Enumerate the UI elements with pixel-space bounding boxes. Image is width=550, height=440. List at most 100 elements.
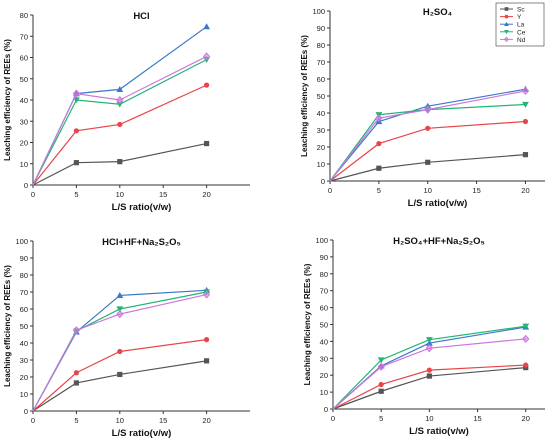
x-tick-label: 20 <box>521 186 529 195</box>
series-line-sc <box>32 142 207 186</box>
y-tick-label: 80 <box>320 270 328 279</box>
x-axis-label: L/S ratio(v/w) <box>409 426 469 437</box>
x-tick-label: 10 <box>425 414 433 423</box>
data-point-nd <box>202 290 211 299</box>
x-tick-label: 5 <box>377 186 381 195</box>
y-tick-label: 10 <box>20 390 28 399</box>
data-point-y <box>204 337 210 343</box>
y-tick-label: 50 <box>320 321 328 330</box>
series-line-nd <box>32 293 207 412</box>
y-tick-label: 40 <box>20 96 28 105</box>
data-point-nd <box>521 86 530 96</box>
y-tick-label: 40 <box>320 337 328 346</box>
data-point-nd <box>202 52 211 61</box>
y-tick-label: 20 <box>320 371 328 380</box>
y-axis-label: Leaching efficiency of REEs (%) <box>3 265 12 387</box>
y-tick-label: 90 <box>20 254 28 263</box>
data-point-sc <box>73 160 79 166</box>
panel-hcl: 0 10 20 30 40 50 60 70 80 0 5 10 15 20 HCl L/S ratio(v/… <box>3 11 250 213</box>
y-tick-label: 50 <box>20 75 28 84</box>
y-tick-label: 90 <box>317 24 325 33</box>
series-line-y <box>32 339 207 412</box>
series-line-nd <box>329 90 526 182</box>
x-tick-label: 20 <box>522 414 530 423</box>
x-tick-label: 5 <box>379 414 383 423</box>
x-tick-label: 15 <box>473 414 481 423</box>
chart-title: H₂SO₄ <box>423 7 453 18</box>
data-point-la <box>116 292 124 298</box>
y-tick-label: 70 <box>20 288 28 297</box>
y-tick-label: 70 <box>317 58 325 67</box>
data-point-ce <box>116 306 124 313</box>
data-point-ce <box>522 101 529 108</box>
data-point-y <box>73 370 79 376</box>
y-tick-label: 60 <box>20 305 28 314</box>
series-line-sc <box>332 366 526 410</box>
data-point-y <box>425 125 431 131</box>
data-point-sc <box>378 388 384 394</box>
y-tick-label: 20 <box>317 143 325 152</box>
panel-h2so4-hf-na2s2o5: 0 10 20 30 40 50 60 70 80 90 100 0 5 10 15 20 H₂SO₄+HF+N… <box>303 236 545 437</box>
x-tick-label: 0 <box>31 190 35 199</box>
data-point-sc <box>117 159 123 165</box>
panel-h2so4: 0 10 20 30 40 50 60 70 80 90 100 0 5 10 15 20 H₂SO₄ L/S r… <box>300 2 545 209</box>
x-tick-label: 0 <box>31 416 35 425</box>
data-point-sc <box>425 159 431 165</box>
data-point-nd <box>425 344 434 353</box>
y-tick-label: 20 <box>20 139 28 148</box>
data-point-la <box>203 23 210 30</box>
chart-title: H₂SO₄+HF+Na₂S₂O₅ <box>393 236 485 247</box>
series-line-y <box>32 84 207 186</box>
legend-marker-nd <box>503 36 510 43</box>
y-axis-label: Leaching efficiency of REEs (%) <box>3 39 12 161</box>
x-tick-label: 15 <box>159 190 167 199</box>
legend-label-nd: Nd <box>517 37 526 44</box>
series-line-nd <box>32 55 207 186</box>
legend-label-ce: Ce <box>517 29 526 36</box>
x-axis-label: L/S ratio(v/w) <box>112 202 172 213</box>
data-point-ce <box>425 337 433 344</box>
series-line-ce <box>332 325 526 410</box>
data-point-nd <box>375 113 383 123</box>
panel-hcl-hf-na2s2o5: 0 10 20 30 40 50 60 70 80 90 100 0 5 10 15 20 HCl+HF+Na₂… <box>3 237 250 439</box>
data-point-y <box>117 348 123 355</box>
data-point-nd <box>424 105 432 114</box>
data-point-y <box>376 141 382 147</box>
series-line-y <box>332 364 526 410</box>
legend-label-sc: Sc <box>517 7 525 14</box>
data-point-sc <box>204 140 210 147</box>
data-point-sc <box>117 371 123 378</box>
data-point-sc <box>73 380 79 386</box>
data-point-ce <box>377 357 385 364</box>
data-point-la <box>116 85 124 92</box>
y-tick-label: 0 <box>321 177 325 186</box>
legend-marker-la <box>504 21 509 27</box>
y-tick-label: 50 <box>317 92 325 101</box>
y-tick-label: 10 <box>317 160 325 169</box>
data-point-nd <box>72 89 81 98</box>
chart-title: HCl+HF+Na₂S₂O₅ <box>102 237 181 248</box>
data-point-y <box>204 82 210 88</box>
y-axis-label: Leaching efficiency of REEs (%) <box>300 35 309 157</box>
legend-label-la: La <box>517 22 525 29</box>
y-tick-label: 60 <box>20 54 28 63</box>
data-point-y <box>523 362 529 368</box>
data-point-sc <box>376 165 382 171</box>
x-tick-label: 10 <box>116 416 124 425</box>
y-tick-label: 30 <box>20 356 28 365</box>
y-tick-label: 0 <box>24 181 28 190</box>
y-tick-label: 60 <box>320 304 328 313</box>
x-tick-label: 0 <box>328 186 332 195</box>
legend-marker-y <box>504 14 509 19</box>
y-tick-label: 30 <box>317 126 325 135</box>
y-tick-label: 60 <box>317 75 325 84</box>
data-point-y <box>522 118 529 125</box>
y-tick-label: 70 <box>320 287 328 296</box>
x-tick-label: 20 <box>202 416 210 425</box>
y-tick-label: 100 <box>312 7 325 16</box>
x-tick-label: 5 <box>74 416 78 425</box>
x-axis-label: L/S ratio(v/w) <box>408 198 468 209</box>
series-line-nd <box>332 338 526 410</box>
series-line-ce <box>32 59 207 186</box>
